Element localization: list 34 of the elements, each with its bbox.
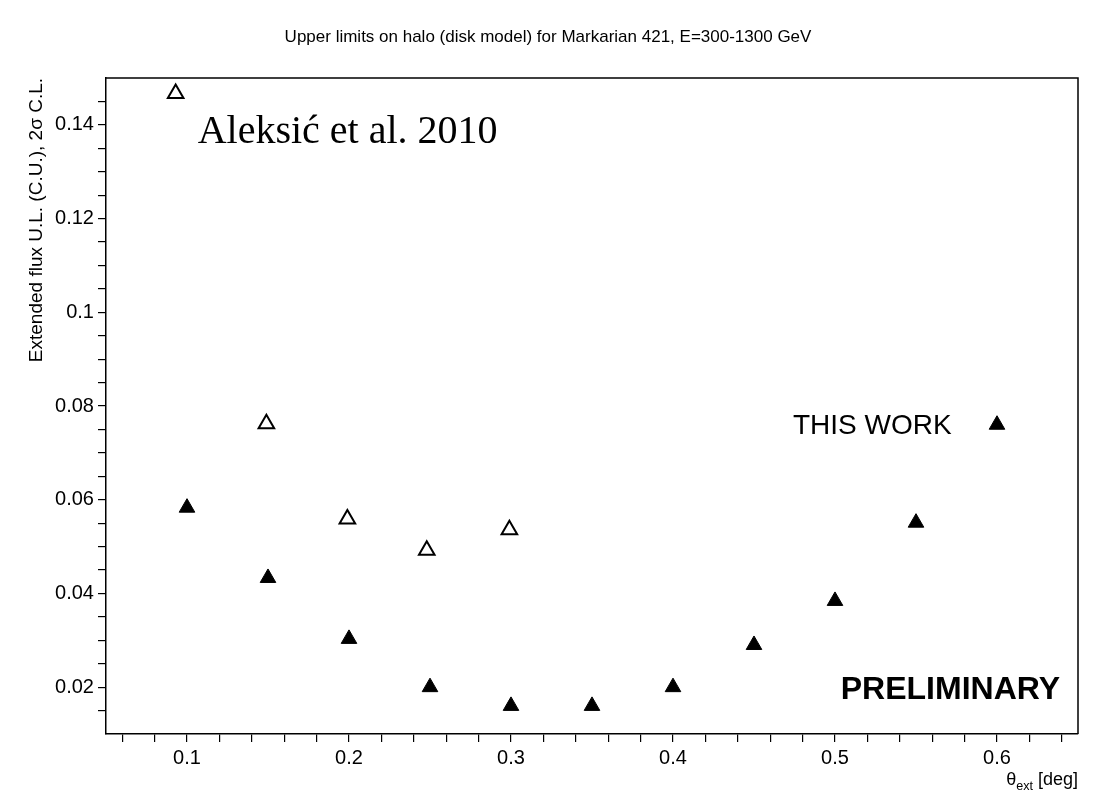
point (257, 413, 276, 430)
point (340, 629, 358, 644)
y-tick-label: 0.08 (55, 393, 94, 416)
point (988, 415, 1006, 430)
point (500, 519, 519, 536)
point (338, 508, 357, 525)
y-tick-label: 0.06 (55, 487, 94, 510)
x-tick-label: 0.6 (983, 745, 1011, 768)
point (745, 635, 763, 650)
point (259, 568, 277, 583)
point (826, 591, 844, 606)
x-tick-label: 0.4 (659, 745, 687, 768)
y-tick-label: 0.02 (55, 674, 94, 697)
x-tick-label: 0.5 (821, 745, 849, 768)
x-tick-label: 0.2 (335, 745, 363, 768)
point (583, 696, 601, 711)
chart-title: Upper limits on halo (disk model) for Markarian 421, E=300-1300 GeV (284, 27, 813, 46)
point (166, 83, 185, 99)
point (421, 677, 439, 693)
y-tick-label: 0.12 (55, 206, 94, 229)
series-label: THIS WORK (792, 409, 952, 440)
x-tick-label: 0.3 (497, 745, 525, 768)
x-tick-label: 0.1 (173, 745, 201, 768)
series-label: Aleksić et al. 2010 (197, 107, 498, 153)
point (664, 677, 682, 693)
y-tick-label: 0.1 (66, 299, 94, 322)
y-tick-label: 0.14 (55, 112, 94, 135)
y-axis-title: Extended flux U.L. (C.U.), 2σ C.L. (25, 77, 46, 363)
point (907, 513, 925, 528)
point (502, 696, 520, 711)
annotation: PRELIMINARY (840, 670, 1060, 706)
point (417, 540, 436, 556)
point (178, 498, 196, 513)
y-tick-label: 0.04 (55, 580, 94, 603)
